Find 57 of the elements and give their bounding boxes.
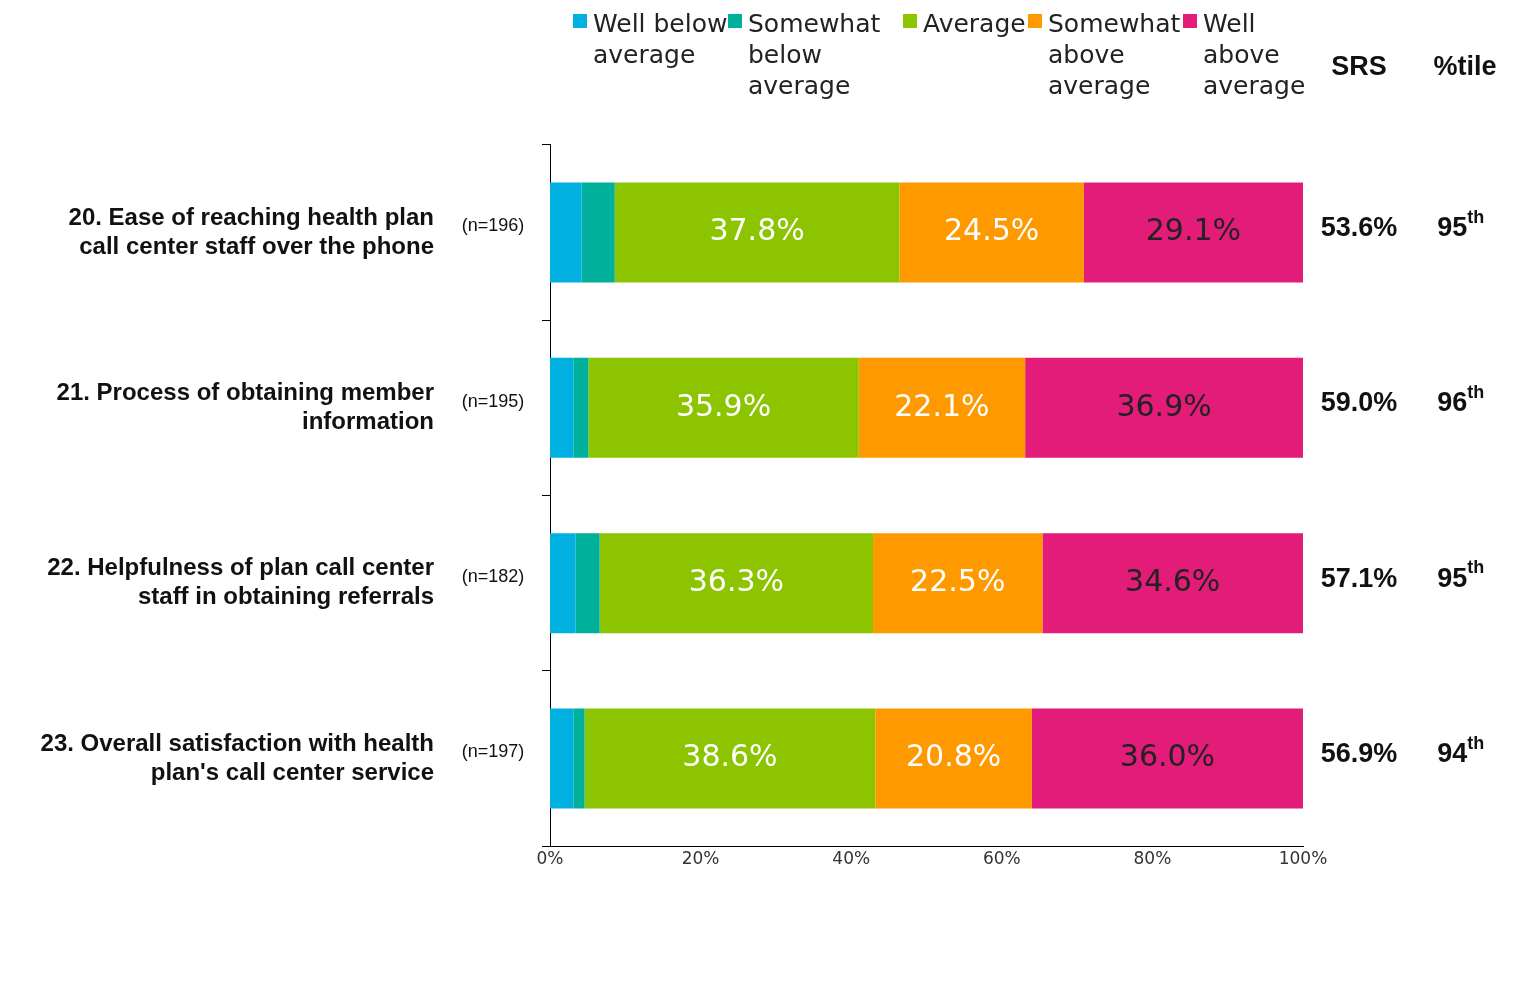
text: (n=196) <box>461 215 525 236</box>
bar <box>899 182 1084 283</box>
bar <box>573 708 585 809</box>
data-label: 36.9% <box>1116 387 1212 423</box>
data-label: 22.1% <box>894 387 990 423</box>
bar <box>614 182 900 283</box>
bar <box>875 708 1032 809</box>
bar <box>858 357 1026 458</box>
data-label: 36.0% <box>1119 738 1216 774</box>
x-tick-label: 20% <box>681 847 720 868</box>
bar <box>1042 533 1303 634</box>
bar <box>584 708 876 809</box>
bar <box>599 533 874 634</box>
x-tick-label: 40% <box>832 847 871 868</box>
data-label: 20.8% <box>905 738 1002 774</box>
x-tick-label: 0% <box>536 847 564 868</box>
legend-label: Somewhat above average <box>1048 8 1182 101</box>
legend-label: Well below average <box>593 8 728 70</box>
legend-label: Well above average <box>1203 9 1306 100</box>
x-tick-label: 80% <box>1133 847 1172 868</box>
text: %tile <box>1433 51 1497 82</box>
y-tick-label: 21. Process of obtaining member information <box>56 378 434 434</box>
text: 57.1% <box>1320 562 1398 593</box>
legend-label: Average <box>923 8 1027 39</box>
text: 56.9% <box>1320 737 1398 768</box>
data-label: 36.3% <box>688 562 785 598</box>
bar <box>1083 182 1303 283</box>
text: (n=195) <box>461 390 525 411</box>
text: (n=182) <box>461 566 525 587</box>
x-tick-label: 60% <box>982 847 1021 868</box>
data-label: 24.5% <box>943 212 1040 248</box>
bar <box>550 708 574 809</box>
y-tick-label: 22. Helpfulness of plan call center staff in obtaining referrals <box>47 553 434 610</box>
bar <box>550 533 576 634</box>
text: 59.0% <box>1320 387 1398 418</box>
bar <box>575 533 600 634</box>
bar <box>1025 357 1303 458</box>
bar <box>1031 708 1303 809</box>
bar <box>581 182 615 283</box>
text: (n=197) <box>461 741 525 762</box>
bar <box>873 533 1043 634</box>
bar <box>550 182 582 283</box>
data-label: 37.8% <box>709 212 805 248</box>
bar <box>588 357 859 458</box>
bar <box>550 357 574 458</box>
y-tick-label: 23. Overall satisfaction with health plan's call center service <box>40 728 434 785</box>
text: SRS <box>1331 51 1387 82</box>
data-label: 38.6% <box>682 738 778 774</box>
data-label: 29.1% <box>1145 212 1242 248</box>
text: 53.6% <box>1320 211 1398 242</box>
data-label: 35.9% <box>675 387 772 423</box>
x-tick-label: 100% <box>1278 847 1328 868</box>
legend-label: Somewhat below average <box>748 8 882 101</box>
bar <box>573 357 589 458</box>
data-label: 34.6% <box>1125 562 1221 598</box>
data-label: 22.5% <box>910 562 1006 598</box>
y-tick-label: 20. Ease of reaching health plan call center staff over the phone <box>68 202 434 259</box>
